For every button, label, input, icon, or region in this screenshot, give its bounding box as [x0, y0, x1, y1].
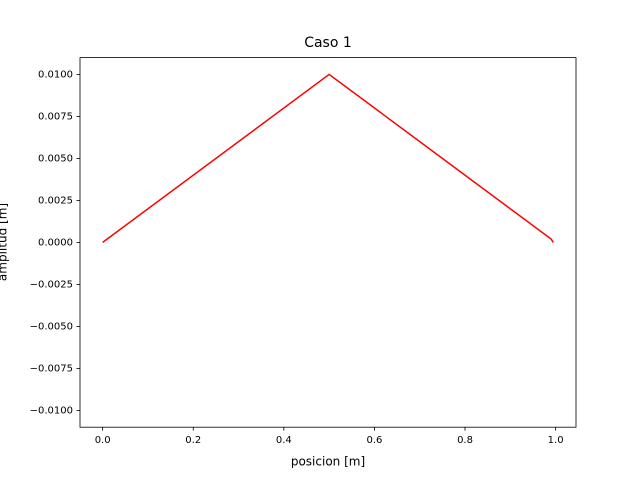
plot-frame	[79, 57, 577, 428]
y-tick-label: 0.0075	[38, 111, 73, 122]
y-tick-label: −0.0050	[30, 321, 73, 332]
y-axis-label: amplitud [m]	[0, 203, 10, 281]
y-tick-label: −0.0075	[30, 363, 73, 374]
x-tick-label: 0.4	[276, 435, 292, 446]
x-tick-label: 1.0	[548, 435, 564, 446]
x-tick-label: 0.6	[366, 435, 382, 446]
y-tick-label: −0.0100	[30, 405, 73, 416]
y-tick-label: 0.0050	[38, 153, 73, 164]
x-tick-label: 0.0	[95, 435, 111, 446]
y-tick-label: −0.0025	[30, 279, 73, 290]
chart-title: Caso 1	[304, 35, 352, 51]
y-tick-label: 0.0000	[38, 237, 73, 248]
data-line	[102, 73, 554, 244]
y-tick-label: 0.0025	[38, 195, 73, 206]
x-tick-label: 0.8	[457, 435, 473, 446]
x-axis-label: posicion [m]	[291, 455, 365, 469]
x-tick-label: 0.2	[185, 435, 201, 446]
y-tick-label: 0.0100	[38, 69, 73, 80]
